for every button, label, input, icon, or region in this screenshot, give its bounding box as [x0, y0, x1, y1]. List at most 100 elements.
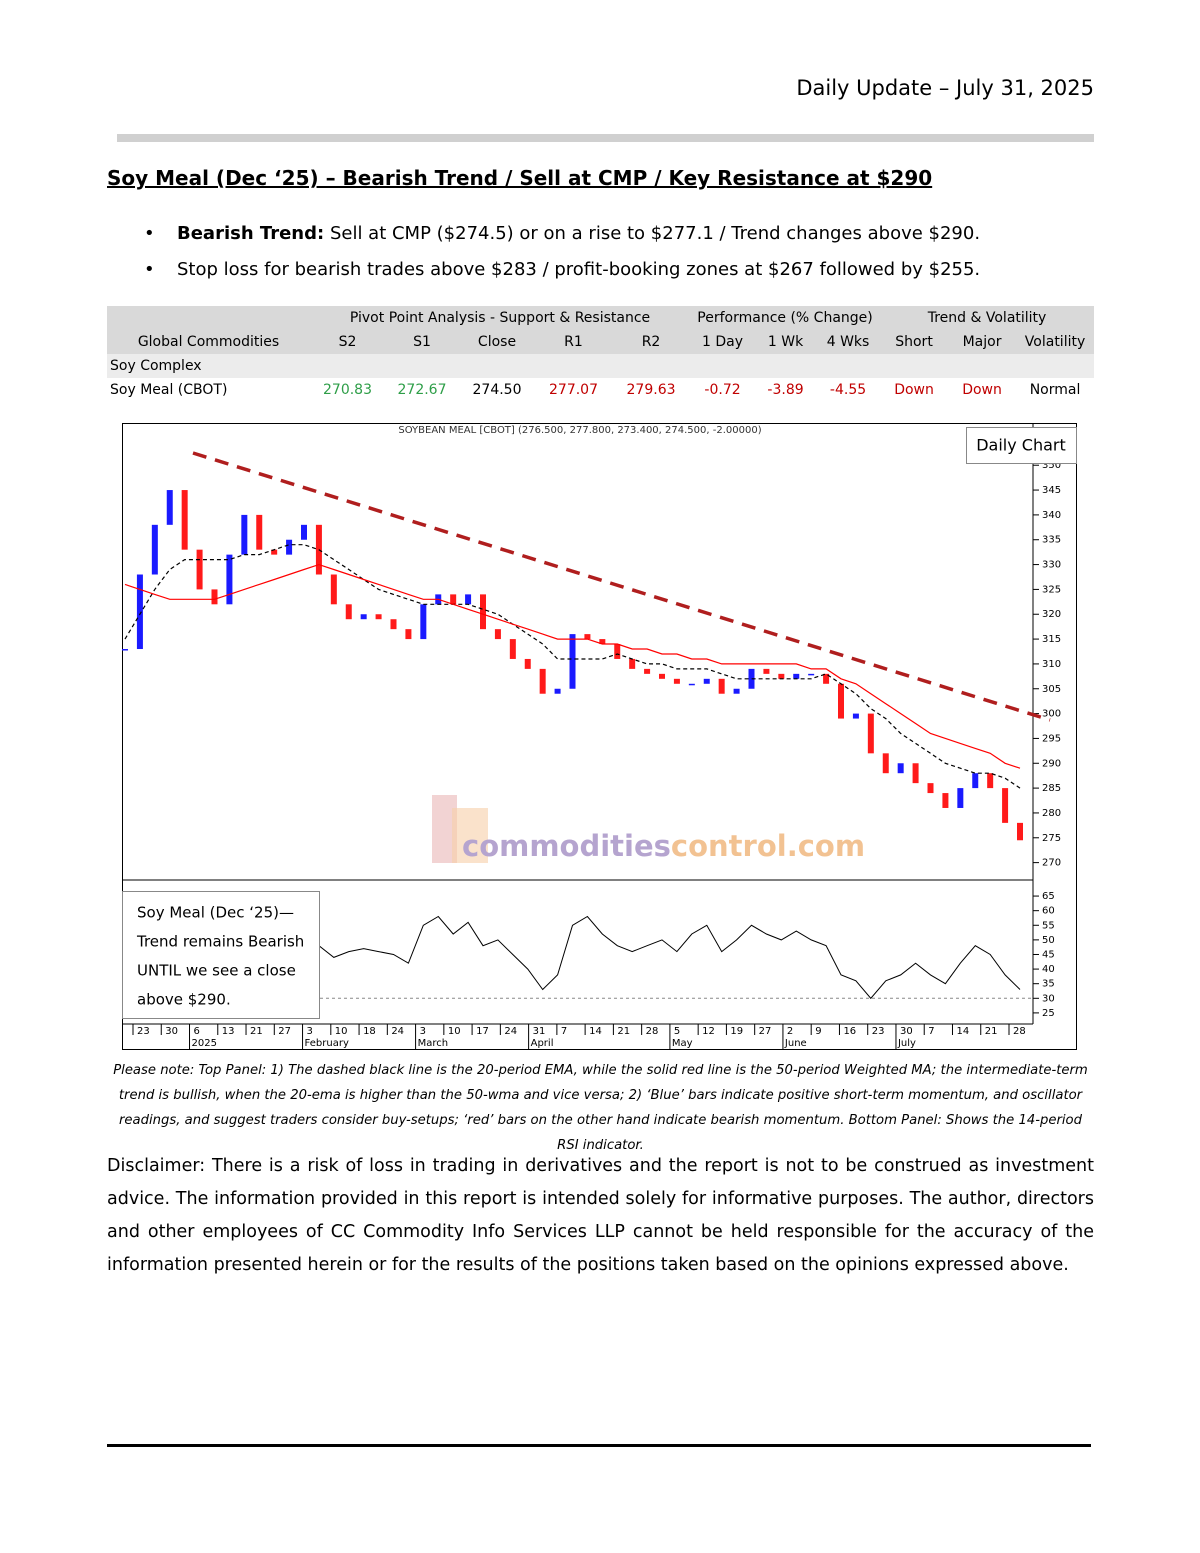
- column-header: Major: [948, 330, 1017, 354]
- footer-rule: [107, 1444, 1091, 1447]
- x-tick-label: 30: [165, 1026, 178, 1037]
- y-tick-label: 300: [1042, 709, 1061, 720]
- price-bar: [301, 524, 307, 540]
- ema-line: [124, 544, 1021, 789]
- x-tick-label: 5: [674, 1026, 680, 1037]
- month-label: June: [784, 1038, 807, 1049]
- x-tick-label: 7: [561, 1026, 567, 1037]
- price-bar: [614, 644, 621, 659]
- price-bar: [211, 589, 218, 605]
- table-cell: 279.63: [626, 382, 676, 398]
- y-tick-label: 290: [1042, 758, 1061, 769]
- x-tick-label: 6: [194, 1026, 200, 1037]
- y-tick-label: 335: [1042, 535, 1061, 546]
- x-tick-label: 30: [900, 1026, 913, 1037]
- price-bar: [465, 594, 472, 605]
- watermark-logo: [452, 808, 488, 863]
- wma-line: [124, 563, 1021, 769]
- rsi-tick-label: 65: [1042, 891, 1055, 902]
- x-tick-label: 18: [363, 1026, 376, 1037]
- group-header: Performance (% Change): [690, 306, 881, 330]
- x-tick-label: 2: [787, 1026, 793, 1037]
- price-bar: [524, 658, 531, 669]
- group-header: Trend & Volatility: [880, 306, 1095, 330]
- table-cell: [107, 306, 310, 330]
- x-tick-label: 10: [448, 1026, 461, 1037]
- month-label: May: [672, 1038, 693, 1049]
- price-bar: [122, 649, 128, 651]
- price-bar: [763, 668, 770, 674]
- watermark-part: commodities: [462, 829, 671, 863]
- table-cell: Soy Meal (CBOT): [110, 382, 228, 398]
- table-cell: -3.89: [767, 382, 804, 398]
- section-label: Soy Complex: [107, 354, 1095, 378]
- price-bar: [912, 763, 919, 784]
- annotation-line: above $290.: [137, 991, 231, 1009]
- group-header: Pivot Point Analysis - Support & Resista…: [310, 306, 691, 330]
- price-bar: [673, 678, 680, 684]
- price-bar: [226, 554, 233, 605]
- price-bar: [659, 673, 665, 679]
- y-tick-label: 315: [1042, 634, 1061, 645]
- column-header: 1 Wk: [755, 330, 817, 354]
- watermark: commoditiescontrol.com: [432, 795, 865, 863]
- month-label: March: [418, 1038, 448, 1049]
- rsi-tick-label: 25: [1042, 1008, 1055, 1019]
- price-bar: [852, 713, 859, 719]
- x-tick-label: 10: [335, 1026, 348, 1037]
- price-bar: [241, 514, 248, 555]
- header-date: Daily Update – July 31, 2025: [796, 76, 1094, 100]
- price-bar: [450, 594, 457, 605]
- x-tick-label: 16: [843, 1026, 856, 1037]
- bullet: • Bearish Trend: Sell at CMP ($274.5) or …: [144, 223, 981, 244]
- month-label: February: [305, 1038, 349, 1049]
- price-bar: [584, 634, 591, 640]
- price-bar: [509, 639, 516, 659]
- resistance-trendline: [192, 451, 1051, 722]
- price-bar: [599, 639, 606, 645]
- chart-note: Please note: Top Panel: 1) The dashed bl…: [113, 1063, 1088, 1153]
- price-bar: [405, 629, 412, 640]
- column-header: Short: [880, 330, 949, 354]
- table-cell: 277.07: [549, 382, 598, 398]
- x-tick-label: 31: [533, 1026, 546, 1037]
- y-tick-label: 270: [1042, 858, 1061, 869]
- pivot-table: Pivot Point Analysis - Support & Resista…: [107, 306, 1095, 402]
- price-bar: [330, 574, 337, 605]
- price-bar: [345, 604, 352, 620]
- y-tick-label: 340: [1042, 510, 1061, 521]
- y-tick-label: 285: [1042, 783, 1061, 794]
- column-header: 4 Wks: [816, 330, 881, 354]
- chart-title: SOYBEAN MEAL [CBOT] (276.500, 277.800, 2…: [398, 425, 761, 436]
- column-header: Volatility: [1016, 330, 1095, 354]
- rsi-tick-label: 35: [1042, 979, 1055, 990]
- x-tick-label: 19: [730, 1026, 743, 1037]
- x-tick-label: 17: [476, 1026, 489, 1037]
- annotation-box: [122, 891, 320, 1019]
- table-cell: 270.83: [323, 382, 372, 398]
- price-bar: [569, 634, 576, 689]
- price-bar: [166, 490, 173, 525]
- plot: 3503453403353303253203153103053002952902…: [122, 460, 1061, 1050]
- x-tick-label: 28: [646, 1026, 659, 1037]
- column-header: 1 Day: [690, 330, 756, 354]
- y-tick-label: 280: [1042, 808, 1061, 819]
- price-bar: [942, 793, 949, 808]
- price-bar: [987, 773, 994, 789]
- disclaimer: Disclaimer: There is a risk of loss in t…: [107, 1156, 1094, 1275]
- header-bar: [117, 134, 1094, 142]
- price-bar: [375, 614, 382, 620]
- price-bar: [286, 539, 293, 555]
- price-bar: [360, 614, 367, 620]
- price-bar: [867, 713, 874, 754]
- table-cell: -4.55: [829, 382, 867, 398]
- table-cell: 274.50: [472, 382, 522, 398]
- price-bar: [1017, 822, 1023, 841]
- bullet-bold: Bearish Trend:: [177, 223, 325, 244]
- y-tick-label: 325: [1042, 584, 1061, 595]
- column-header: R2: [612, 330, 691, 354]
- x-tick-label: 14: [956, 1026, 969, 1037]
- column-header: S2: [310, 330, 385, 354]
- x-tick-label: 28: [1013, 1026, 1026, 1037]
